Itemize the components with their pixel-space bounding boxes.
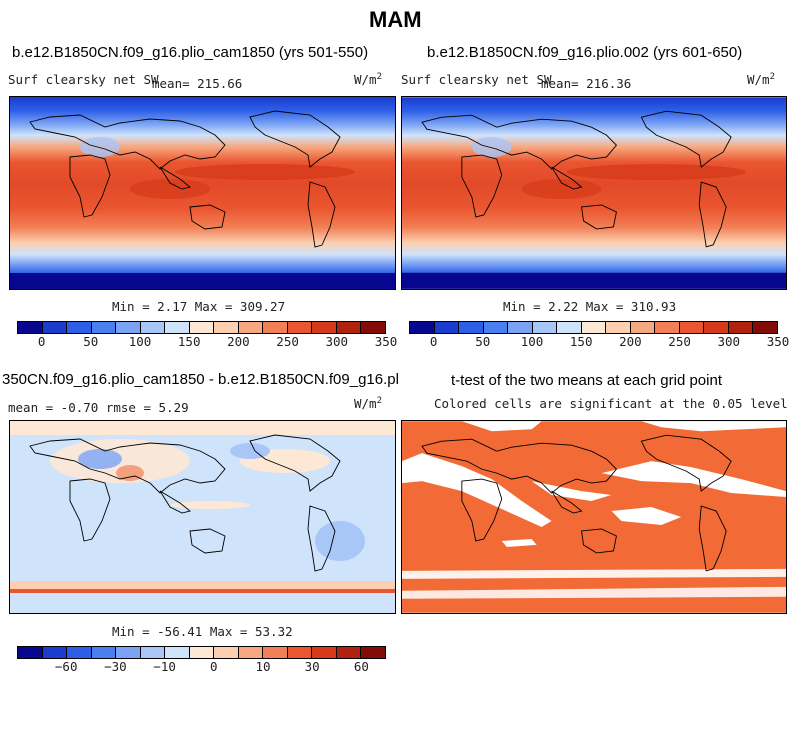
colorbar-swatch <box>606 322 631 333</box>
colorbar-swatch <box>165 322 190 333</box>
colorbar-swatch <box>42 647 68 658</box>
colorbar-swatch <box>214 322 239 333</box>
colorbar-tick-label: 250 <box>668 334 691 349</box>
colorbar-swatch <box>679 322 705 333</box>
colorbar-swatch <box>287 322 313 333</box>
colorbar-tick-label: 30 <box>304 659 320 674</box>
panel4-map <box>401 420 787 614</box>
colorbar-swatch <box>42 322 68 333</box>
colorbar-tick-label: 350 <box>766 334 790 349</box>
colorbar-swatch <box>287 647 313 658</box>
colorbar-swatch <box>483 322 509 333</box>
colorbar-swatch <box>263 647 288 658</box>
panel1-colorbar <box>17 321 386 334</box>
page-title: MAM <box>369 7 422 32</box>
colorbar-swatch <box>91 647 117 658</box>
colorbar-swatch <box>312 647 337 658</box>
colorbar-swatch <box>557 322 582 333</box>
colorbar-swatch <box>728 322 754 333</box>
colorbar-swatch <box>336 322 362 333</box>
colorbar-swatch <box>704 322 729 333</box>
colorbar-swatch <box>189 322 215 333</box>
colorbar-swatch <box>165 647 190 658</box>
panel1-colorbar-ticks: 0 50 100 150 200 250 300 350 <box>17 334 397 350</box>
panel1-min-max: Min = 2.17 Max = 309.27 <box>112 299 286 314</box>
colorbar-swatch <box>116 647 141 658</box>
colorbar-tick-label: 150 <box>177 334 201 349</box>
panel3-units: W/m2 <box>354 396 382 412</box>
colorbar-tick-label: 0 <box>210 659 218 674</box>
colorbar-swatch <box>410 322 435 333</box>
colorbar-tick-label: −30 <box>104 659 127 674</box>
panel2-mean: mean= 216.36 <box>541 76 632 91</box>
panel3-map <box>9 420 396 614</box>
colorbar-swatch <box>189 647 215 658</box>
colorbar-tick-label: 300 <box>325 334 349 349</box>
colorbar-tick-label: 350 <box>374 334 398 349</box>
panel3-colorbar-ticks: −60 −30 −10 0 10 30 60 <box>17 659 386 675</box>
panel1-map <box>9 96 396 290</box>
colorbar-tick-label: 300 <box>717 334 741 349</box>
colorbar-tick-label: 200 <box>227 334 250 349</box>
panel2-variable-label: Surf clearsky net SW <box>401 72 552 87</box>
colorbar-swatch <box>532 322 558 333</box>
panel1-variable-label: Surf clearsky net SW <box>8 72 159 87</box>
panel4-field <box>402 421 786 613</box>
panel2-map <box>401 96 787 290</box>
colorbar-tick-label: 200 <box>619 334 642 349</box>
colorbar-swatch <box>238 322 264 333</box>
colorbar-tick-label: −60 <box>54 659 78 674</box>
panel3-stats: mean = -0.70 rmse = 5.29 <box>8 400 189 415</box>
panel2-min-max: Min = 2.22 Max = 310.93 <box>503 299 677 314</box>
colorbar-swatch <box>581 322 607 333</box>
colorbar-tick-label: 250 <box>276 334 299 349</box>
colorbar-tick-label: 60 <box>353 659 369 674</box>
panel4-subtitle: Colored cells are significant at the 0.0… <box>434 396 788 411</box>
colorbar-swatch <box>434 322 460 333</box>
colorbar-tick-label: 150 <box>569 334 593 349</box>
colorbar-tick-label: −10 <box>153 659 176 674</box>
panel3-min-max: Min = -56.41 Max = 53.32 <box>112 624 293 639</box>
colorbar-swatch <box>361 647 385 658</box>
colorbar-tick-label: 0 <box>429 334 438 349</box>
panel2-colorbar <box>409 321 778 334</box>
colorbar-swatch <box>263 322 288 333</box>
colorbar-swatch <box>214 647 239 658</box>
panel1-title: b.e12.B1850CN.f09_g16.plio_cam1850 (yrs … <box>12 44 369 61</box>
panel4-title: t-test of the two means at each grid poi… <box>451 372 722 389</box>
colorbar-tick-label: 0 <box>37 334 46 349</box>
panel3-title: 350CN.f09_g16.plio_cam1850 - b.e12.B1850… <box>2 371 398 388</box>
colorbar-swatch <box>361 322 385 333</box>
colorbar-tick-label: 10 <box>255 659 271 674</box>
colorbar-tick-label: 50 <box>475 334 491 349</box>
panel1-mean: mean= 215.66 <box>152 76 243 91</box>
colorbar-tick-label: 100 <box>128 334 152 349</box>
colorbar-tick-label: 50 <box>83 334 99 349</box>
colorbar-swatch <box>18 322 43 333</box>
panel3-colorbar <box>17 646 386 659</box>
colorbar-swatch <box>238 647 264 658</box>
colorbar-swatch <box>67 322 92 333</box>
colorbar-swatch <box>336 647 362 658</box>
colorbar-swatch <box>140 647 166 658</box>
colorbar-swatch <box>116 322 141 333</box>
colorbar-tick-label: 100 <box>520 334 544 349</box>
colorbar-swatch <box>630 322 656 333</box>
panel2-units: W/m2 <box>747 72 775 88</box>
panel1-units: W/m2 <box>354 72 382 88</box>
colorbar-swatch <box>67 647 92 658</box>
colorbar-swatch <box>655 322 680 333</box>
panel2-colorbar-ticks: 0 50 100 150 200 250 300 350 <box>409 334 789 350</box>
colorbar-swatch <box>140 322 166 333</box>
colorbar-swatch <box>753 322 777 333</box>
colorbar-swatch <box>508 322 533 333</box>
colorbar-swatch <box>91 322 117 333</box>
colorbar-swatch <box>18 647 43 658</box>
colorbar-swatch <box>312 322 337 333</box>
colorbar-swatch <box>459 322 484 333</box>
panel2-title: b.e12.B1850CN.f09_g16.plio.002 (yrs 601-… <box>427 44 743 61</box>
